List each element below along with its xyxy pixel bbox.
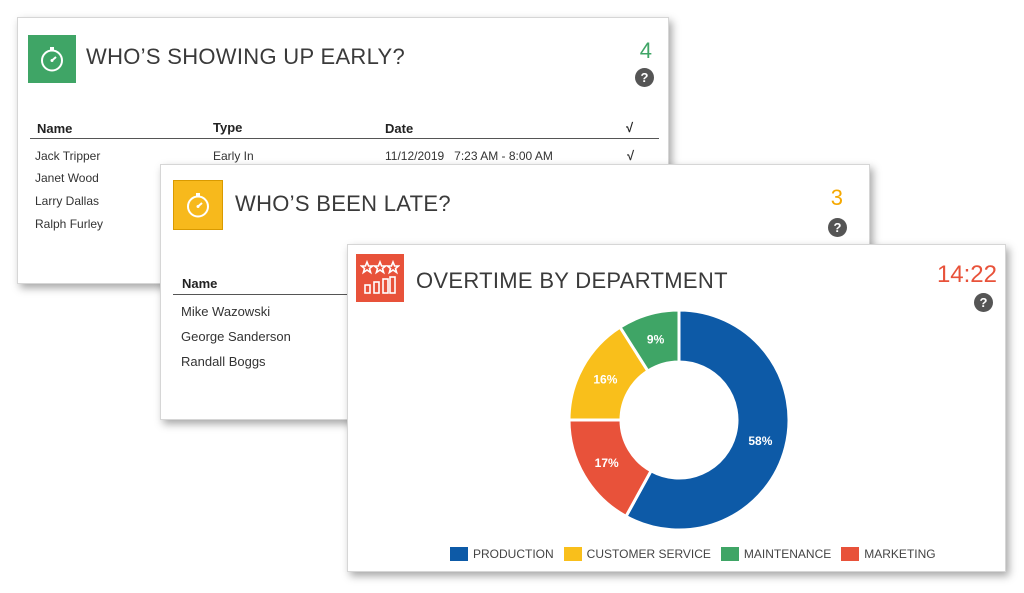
column-header-type[interactable]: Type (213, 120, 243, 135)
legend-item-production[interactable]: PRODUCTION (450, 547, 554, 561)
header-divider (30, 138, 659, 139)
donut-slice-production[interactable] (623, 308, 791, 532)
card-title: WHO’S SHOWING UP EARLY? (86, 44, 406, 69)
legend-item-marketing[interactable]: MARKETING (841, 547, 936, 561)
table-row-name: Randall Boggs (181, 354, 266, 369)
legend-label: CUSTOMER SERVICE (586, 547, 711, 561)
table-row-type: Early In (213, 149, 254, 163)
stopwatch-icon (173, 180, 223, 230)
legend-swatch (841, 547, 860, 561)
table-row-name: Larry Dallas (35, 194, 100, 208)
column-header-name[interactable]: Name (37, 121, 73, 136)
table-row-name: Janet Wood (35, 171, 99, 185)
column-header-check[interactable]: √ (626, 120, 634, 135)
overtime-donut-chart: 58% 17% 16% 9% (567, 308, 791, 532)
table-row-date: 11/12/2019 7:23 AM - 8:00 AM (385, 149, 553, 163)
help-icon[interactable]: ? (828, 218, 847, 237)
help-icon[interactable]: ? (974, 293, 993, 312)
legend-item-customer-service[interactable]: CUSTOMER SERVICE (563, 547, 711, 561)
column-header-date[interactable]: Date (385, 121, 414, 136)
legend-swatch (720, 547, 739, 561)
overtime-total: 14:22 (936, 261, 997, 288)
overtime-card: OVERTIME BY DEPARTMENT 14:22 ? 58% 17% 16%… (347, 244, 1006, 572)
header-divider (173, 294, 353, 295)
table-row-name: George Sanderson (181, 329, 291, 344)
table-row-check: √ (627, 148, 635, 163)
legend-label: PRODUCTION (473, 547, 554, 561)
card-title: OVERTIME BY DEPARTMENT (416, 268, 728, 293)
legend-label: MAINTENANCE (743, 547, 832, 561)
table-row-name: Mike Wazowski (181, 304, 271, 319)
donut-slice-maintenance[interactable] (617, 308, 681, 374)
card-title: WHO’S BEEN LATE? (235, 191, 451, 216)
legend-item-maintenance[interactable]: MAINTENANCE (720, 547, 832, 561)
late-count: 3 (830, 185, 843, 210)
help-icon[interactable]: ? (635, 68, 654, 87)
slice-label: 58% (748, 434, 772, 448)
slice-label: 17% (595, 456, 619, 470)
table-row-name: Ralph Furley (35, 217, 104, 231)
legend-label: MARKETING (864, 547, 936, 561)
stopwatch-icon (28, 35, 76, 83)
legend-swatch (450, 547, 468, 561)
chart-legend: PRODUCTION CUSTOMER SERVICE MAINTENANCE MAR… (450, 547, 946, 561)
early-count: 4 (639, 38, 652, 63)
stars-bars-icon (356, 254, 404, 302)
column-header-name[interactable]: Name (182, 276, 218, 291)
legend-swatch (563, 547, 582, 561)
table-row-name: Jack Tripper (35, 149, 101, 163)
slice-label: 16% (593, 373, 617, 387)
slice-label: 9% (647, 332, 665, 346)
